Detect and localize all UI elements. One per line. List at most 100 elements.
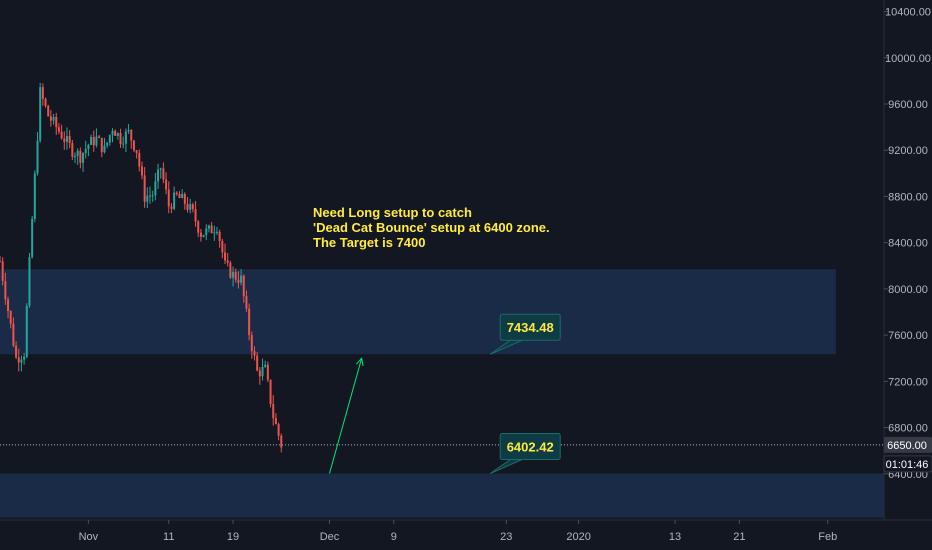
candle-body xyxy=(1,261,4,281)
candle-body xyxy=(36,140,39,174)
candle-body xyxy=(154,181,157,196)
candle xyxy=(229,260,232,279)
candle xyxy=(76,148,79,165)
candle-body xyxy=(226,260,229,263)
candle-body xyxy=(197,221,200,233)
candle xyxy=(218,229,221,248)
time-tick-label: 11 xyxy=(163,531,174,543)
candle xyxy=(181,189,184,199)
candle xyxy=(9,310,12,329)
price-axis-panel[interactable] xyxy=(884,0,932,520)
candle-body xyxy=(274,418,277,425)
candle xyxy=(264,360,267,368)
lower-zone xyxy=(0,473,884,518)
candle-body xyxy=(111,130,114,135)
time-tick-label: 23 xyxy=(500,531,512,543)
annotation-line-3: The Target is 7400 xyxy=(313,235,425,250)
candle xyxy=(20,355,23,372)
current-price-tag-value: 6650.00 xyxy=(887,440,927,452)
candle-series xyxy=(0,82,283,453)
candle xyxy=(100,137,103,158)
candle-body xyxy=(98,136,101,138)
price-tick-label: 10400.00 xyxy=(885,7,931,19)
candle-body xyxy=(47,105,50,117)
time-tick-label: Dec xyxy=(320,531,340,543)
candle xyxy=(49,109,52,127)
candle xyxy=(210,221,213,234)
candle xyxy=(224,243,227,264)
candle xyxy=(226,252,229,267)
candle-body xyxy=(242,275,245,297)
callout-box xyxy=(499,313,561,341)
candle-body xyxy=(159,168,162,170)
candle-body xyxy=(119,133,122,145)
candle xyxy=(41,83,44,106)
price-tick-label: 10000.00 xyxy=(885,53,931,65)
countdown-tag-value: 01:01:46 xyxy=(886,459,929,471)
candle-body xyxy=(221,240,224,253)
time-tick-label: 13 xyxy=(669,531,681,543)
candle xyxy=(23,352,26,365)
candle xyxy=(221,238,224,259)
candle xyxy=(149,186,152,204)
candle-body xyxy=(245,296,248,309)
candle xyxy=(108,134,111,146)
candle-body xyxy=(65,136,68,142)
time-axis-panel[interactable] xyxy=(0,520,932,550)
candle xyxy=(87,143,90,157)
candle-body xyxy=(23,356,26,360)
countdown-tag-bg xyxy=(883,455,932,473)
candle xyxy=(253,346,256,361)
candle xyxy=(194,200,197,227)
candle-body xyxy=(31,218,34,258)
candle xyxy=(31,215,34,259)
target-arrow xyxy=(329,357,364,474)
candle xyxy=(280,433,283,453)
candle xyxy=(256,352,259,372)
candle-body xyxy=(207,225,210,229)
candle-body xyxy=(277,424,280,436)
candle xyxy=(242,274,245,303)
candle-body xyxy=(79,150,82,163)
candle xyxy=(90,134,93,146)
candle-body xyxy=(41,87,44,99)
price-tick-label: 6800.00 xyxy=(888,423,928,435)
candle xyxy=(130,129,133,149)
zone-layer xyxy=(0,269,884,518)
candle-body xyxy=(122,143,125,145)
countdown-tag: 01:01:46 xyxy=(883,455,932,473)
candle-body xyxy=(12,323,15,346)
candle xyxy=(151,190,154,202)
candle xyxy=(57,123,60,135)
candle xyxy=(25,303,28,359)
price-tick-label: 7200.00 xyxy=(888,376,928,388)
candle-body xyxy=(135,150,138,153)
candle xyxy=(95,128,98,148)
candle-body xyxy=(25,305,28,357)
candle-body xyxy=(146,195,149,202)
candle-body xyxy=(264,364,267,368)
candle-body xyxy=(55,116,58,128)
candle-body xyxy=(234,271,237,280)
candle-body xyxy=(106,142,109,146)
candle-body xyxy=(127,129,130,132)
candle xyxy=(178,191,181,199)
candle xyxy=(170,203,173,214)
candle-body xyxy=(28,257,31,306)
candle xyxy=(28,252,31,308)
candle xyxy=(122,136,125,149)
target-arrow-shaft xyxy=(329,358,363,474)
candle-body xyxy=(140,166,143,176)
candle xyxy=(165,172,168,195)
candle-body xyxy=(261,367,264,377)
candle-body xyxy=(167,189,170,207)
candle xyxy=(157,163,160,189)
candle-body xyxy=(44,98,47,106)
candle xyxy=(240,269,243,286)
candle xyxy=(245,290,248,312)
upper-zone xyxy=(0,269,836,355)
candle-body xyxy=(280,435,283,448)
candle-body xyxy=(202,235,205,237)
candle xyxy=(114,129,117,137)
